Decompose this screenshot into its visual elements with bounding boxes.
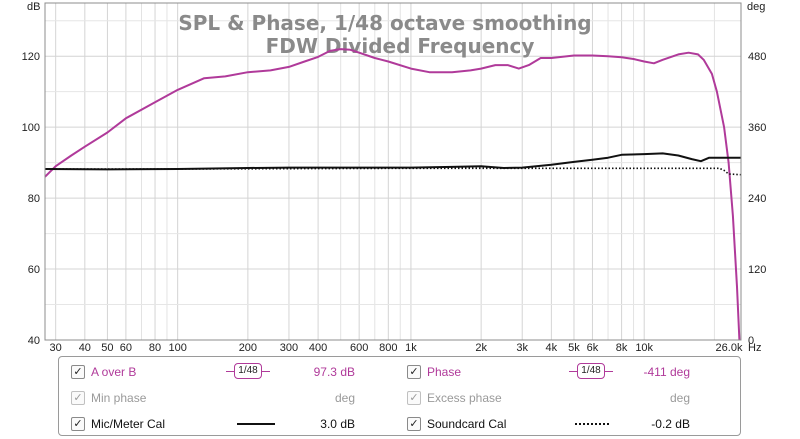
x-tick-label: 200: [239, 342, 257, 354]
excess-phase-checkbox[interactable]: ✓: [407, 391, 421, 405]
excess-phase-label: Excess phase: [427, 391, 502, 405]
a-over-b-checkbox[interactable]: ✓: [71, 365, 85, 379]
a-over-b-label: A over B: [91, 365, 137, 379]
x-tick-label: 800: [379, 342, 397, 354]
x-unit: Hz: [748, 342, 761, 354]
legend-row-mic-cal: ✓ Mic/Meter Cal 3.0 dB ✓ Soundcard Cal -…: [59, 411, 740, 437]
y-left-tick-label: 120: [22, 51, 40, 63]
x-tick-label: 30: [50, 342, 62, 354]
x-tick-label: 300: [280, 342, 298, 354]
x-tick-label: 3k: [516, 342, 528, 354]
x-tick-label: 4k: [546, 342, 558, 354]
min-phase-checkbox[interactable]: ✓: [71, 391, 85, 405]
y-right-tick-label: 240: [748, 193, 766, 205]
chart-title: SPL & Phase, 1/48 octave smoothing: [178, 11, 591, 35]
a-over-b-smoothing-badge[interactable]: 1/48: [226, 363, 270, 379]
x-tick-label: 26.0k: [716, 342, 743, 354]
x-tick-label: 40: [79, 342, 91, 354]
y-left-tick-label: 100: [22, 122, 40, 134]
y-left-unit: dB: [27, 1, 40, 13]
min-phase-label: Min phase: [91, 391, 147, 405]
x-tick-label: 60: [120, 342, 132, 354]
chart-subtitle: FDW Divided Frequency: [266, 34, 535, 58]
x-tick-label: 80: [149, 342, 161, 354]
mic-meter-cal-checkbox[interactable]: ✓: [71, 417, 85, 431]
x-tick-label: 100: [168, 342, 186, 354]
legend-row-a-over-b: ✓ A over B 1/48 97.3 dB ✓ Phase 1/48 -41…: [59, 359, 740, 385]
y-left-tick-label: 60: [28, 264, 40, 276]
x-tick-label: 600: [350, 342, 368, 354]
mic-meter-cal-swatch: [237, 423, 275, 425]
y-right-tick-label: 120: [748, 264, 766, 276]
x-tick-label: 8k: [616, 342, 628, 354]
y-right-unit: deg: [747, 1, 765, 13]
y-right-tick-label: 360: [748, 122, 766, 134]
mic-meter-cal-label: Mic/Meter Cal: [91, 417, 166, 431]
soundcard-cal-value: -0.2 dB: [651, 417, 690, 431]
plot-frame: [44, 2, 742, 341]
series-line-soundcard-cal: [45, 167, 741, 176]
excess-phase-value: deg: [669, 391, 690, 405]
mic-meter-cal-value: 3.0 dB: [320, 417, 355, 431]
x-tick-label: 6k: [587, 342, 599, 354]
x-tick-label: 10k: [635, 342, 653, 354]
phase-smoothing-badge[interactable]: 1/48: [569, 363, 613, 379]
y-right-tick-label: 480: [748, 51, 766, 63]
legend-row-min-phase: ✓ Min phase deg ✓ Excess phase deg: [59, 385, 740, 411]
x-tick-label: 50: [101, 342, 113, 354]
soundcard-cal-label: Soundcard Cal: [427, 417, 507, 431]
x-tick-label: 2k: [475, 342, 487, 354]
x-tick-label: 5k: [568, 342, 580, 354]
y-left-tick-label: 40: [28, 335, 40, 347]
series-line-a-over-b: [45, 48, 741, 340]
series-line-mic-meter-cal: [45, 152, 741, 171]
phase-label: Phase: [427, 365, 462, 379]
x-tick-label: 400: [309, 342, 327, 354]
y-left-tick-label: 80: [28, 193, 40, 205]
min-phase-value: deg: [334, 391, 355, 405]
legend-panel: ✓ A over B 1/48 97.3 dB ✓ Phase 1/48 -41…: [58, 356, 741, 436]
soundcard-cal-checkbox[interactable]: ✓: [407, 417, 421, 431]
y-right-tick-label: 0: [748, 335, 754, 347]
a-over-b-value: 97.3 dB: [313, 365, 355, 379]
x-tick-label: 1k: [405, 342, 417, 354]
phase-value: -411 deg: [643, 365, 690, 379]
soundcard-cal-swatch: [575, 423, 609, 425]
phase-checkbox[interactable]: ✓: [407, 365, 421, 379]
